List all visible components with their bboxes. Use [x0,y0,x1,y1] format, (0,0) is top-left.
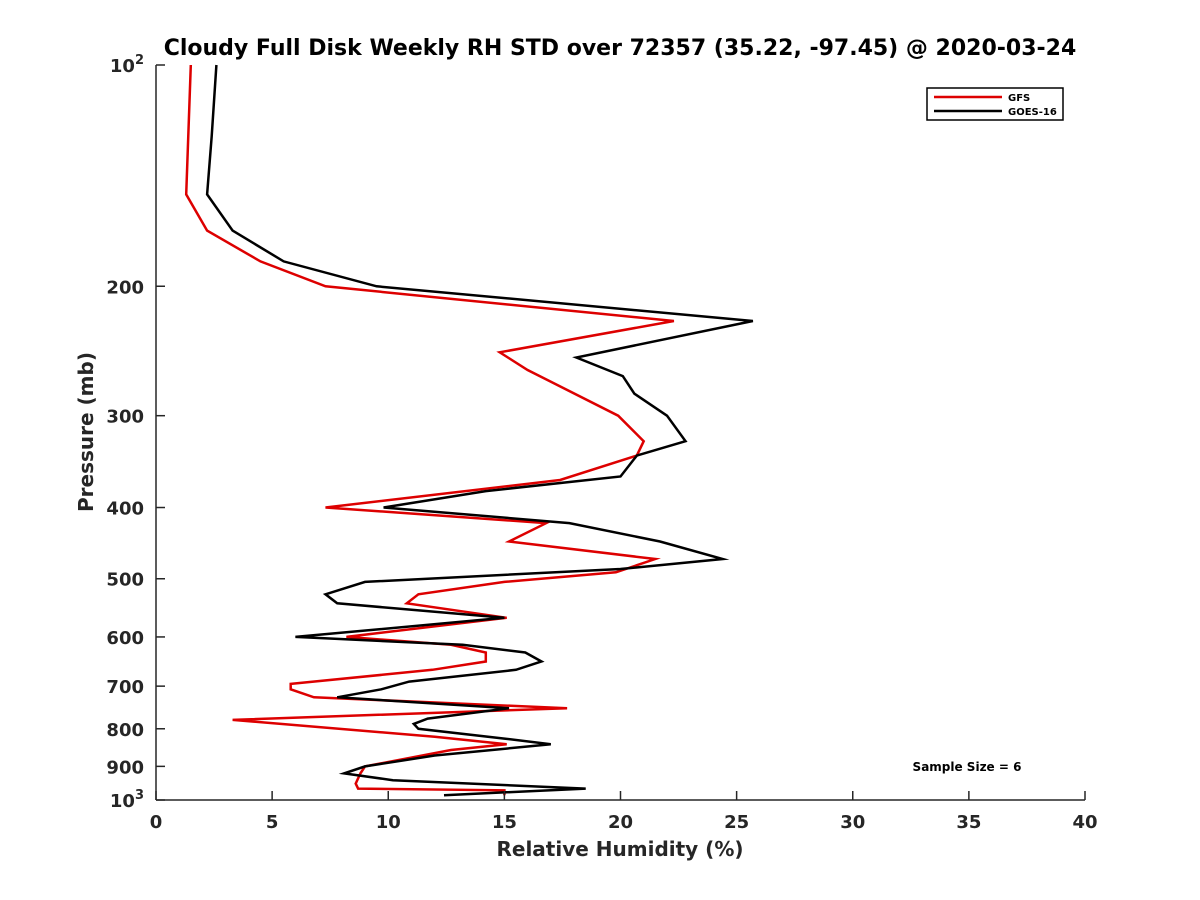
legend-label-goes16: GOES-16 [1008,107,1057,118]
legend-box [926,87,1064,121]
y-tick-exponent: 3 [135,788,144,803]
y-tick-label: 400 [106,499,144,520]
legend-label-gfs: GFS [1008,93,1030,104]
x-axis-label: Relative Humidity (%) [496,837,743,861]
y-tick-label: 102 [110,53,144,77]
chart-title: Cloudy Full Disk Weekly RH STD over 7235… [164,36,1077,61]
sample-size-annotation: Sample Size = 6 [913,760,1022,774]
x-ticks: 0 5 10 15 20 25 30 35 40 [150,791,1098,833]
series-layer [184,64,754,797]
y-tick-label: 700 [106,677,144,698]
y-tick-label: 103 [110,788,144,812]
y-tick-label: 800 [106,720,144,741]
series-line-goes16 [205,64,754,797]
y-tick-base: 10 [110,791,135,812]
y-tick-base: 10 [110,56,135,77]
y-axis-label: Pressure (mb) [74,352,98,512]
x-tick-label: 25 [724,812,749,833]
series-line-gfs [184,64,675,796]
x-tick-label: 30 [840,812,865,833]
x-tick-label: 40 [1072,812,1097,833]
y-tick-label: 200 [106,277,144,298]
x-tick-label: 20 [608,812,633,833]
x-tick-label: 0 [150,812,163,833]
y-tick-exponent: 2 [135,53,144,68]
x-tick-label: 10 [376,812,401,833]
y-tick-label: 500 [106,570,144,591]
x-tick-label: 5 [266,812,279,833]
x-tick-label: 35 [956,812,981,833]
y-tick-label: 600 [106,628,144,649]
y-tick-label: 300 [106,407,144,428]
legend: GFS GOES-16 [926,87,1064,121]
y-tick-label: 900 [106,757,144,778]
x-tick-label: 15 [492,812,517,833]
